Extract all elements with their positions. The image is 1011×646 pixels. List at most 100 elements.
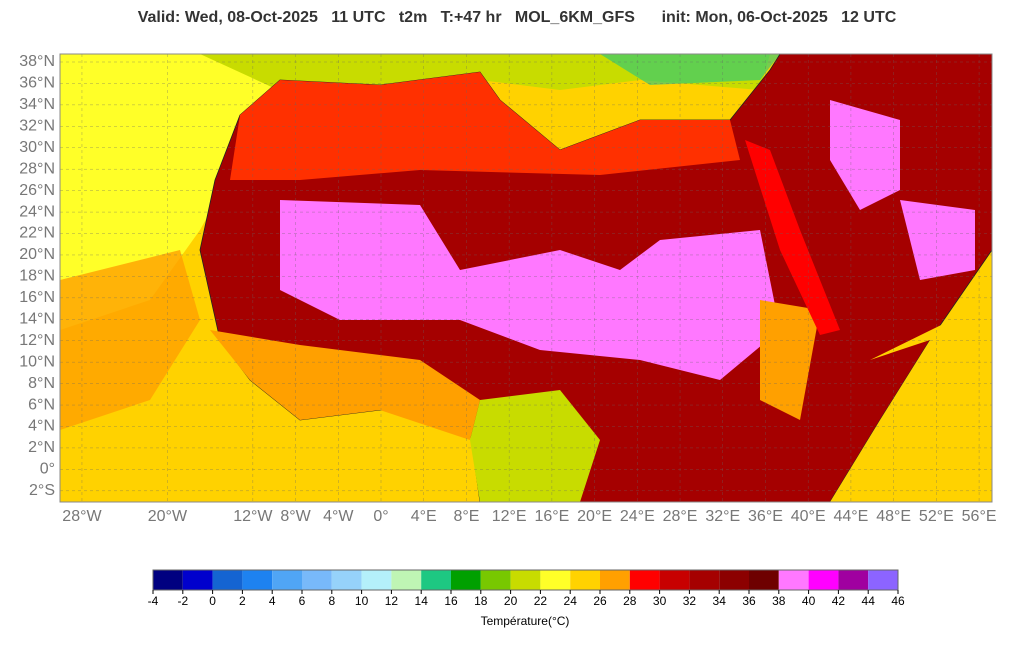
lon-label: 20°E [577,508,612,525]
sahel-hottest [280,200,780,380]
guinea-coast [210,330,480,440]
lat-label: 2°N [28,439,55,456]
lat-label: 10°N [19,353,55,370]
colorbar-swatch [391,570,422,590]
colorbar-tick-label: 26 [593,594,607,608]
lat-label: 28°N [19,160,55,177]
colorbar-tick-label: 22 [534,594,548,608]
congo [470,390,600,502]
map-field [60,54,992,502]
colorbar-tick-label: 40 [802,594,816,608]
colorbar-tick-label: -2 [177,594,188,608]
lat-label: 18°N [19,268,55,285]
lat-label: 36°N [19,75,55,92]
graticule: 38°N 36°N 34°N 32°N 30°N 28°N 26°N 24°N 22°N 20°N… [19,53,996,525]
red-sea [745,140,840,335]
colorbar-tick-label: 0 [209,594,216,608]
colorbar-tick-label: 46 [891,594,905,608]
colorbar-swatch [719,570,749,590]
colorbar-tick-label: 30 [653,594,667,608]
lon-label: 44°E [833,508,868,525]
lat-label: 22°N [19,225,55,242]
colorbar-tick-label: -4 [148,594,159,608]
lon-label: 8°W [280,508,311,525]
colorbar-tick-label: 6 [299,594,306,608]
colorbar-frame [152,569,899,591]
north-africa-warm [230,72,740,180]
lon-label: 16°E [534,508,569,525]
lon-label: 20°W [148,508,188,525]
colorbar-tick-label: 20 [504,594,518,608]
lat-label: 8°N [28,375,55,392]
colorbar-tick-label: 2 [239,594,246,608]
colorbar-swatch [421,570,451,590]
lon-label: 32°E [705,508,740,525]
colorbar-tick-label: 8 [328,594,335,608]
colorbar-swatch [510,570,541,590]
lat-label: 34°N [19,96,55,113]
lat-label: 26°N [19,182,55,199]
lat-label: 14°N [19,310,55,327]
lon-label: 40°E [791,508,826,525]
colorbar-tick-label: 36 [742,594,756,608]
lon-label: 0° [373,508,388,525]
colorbar-swatch [689,570,720,590]
colorbar-swatch [331,570,362,590]
indian-ocean [830,300,992,502]
lat-label: 20°N [19,246,55,263]
colorbar-tick-label: 32 [683,594,697,608]
lat-label: 6°N [28,396,55,413]
lon-label: 24°E [620,508,655,525]
lat-label: 16°N [19,289,55,306]
colorbar-swatch [302,570,332,590]
colorbar-swatch [629,570,660,590]
lon-label: 4°E [411,508,437,525]
rub-al-khali [900,200,975,280]
lon-label: 12°W [233,508,273,525]
ethiopia [760,300,820,420]
colorbar-tick-label: 12 [385,594,399,608]
colorbar-swatch [451,570,481,590]
lon-label: 12°E [492,508,527,525]
colorbar-tick-label: 44 [862,594,876,608]
lon-label: 4°W [323,508,354,525]
atlantic-warm [60,250,200,430]
lat-label: 0° [40,461,55,478]
lon-label: 8°E [453,508,479,525]
colorbar-swatch [659,570,690,590]
lon-label: 56°E [962,508,997,525]
lon-label: 28°E [663,508,698,525]
colorbar-tick-label: 10 [355,594,369,608]
lat-label: 24°N [19,203,55,220]
colorbar-tick-label: 18 [474,594,488,608]
colorbar-swatch [749,570,779,590]
lon-label: 48°E [876,508,911,525]
colorbar-swatch [212,570,243,590]
map-frame [59,53,993,503]
title: Valid: Wed, 08-Oct-2025 11 UTC t2m T:+47… [138,9,897,26]
colorbar-swatch [480,570,511,590]
colorbar-tick-label: 38 [772,594,786,608]
colorbar-tick-label: 14 [415,594,429,608]
lat-label: 30°N [19,139,55,156]
colorbar-tick-label: 4 [269,594,276,608]
colorbar-swatch [540,570,571,590]
lat-label: 12°N [19,332,55,349]
colorbar-swatch [153,570,183,590]
colorbar-tick-label: 24 [564,594,578,608]
lon-label: 28°W [62,508,102,525]
colorbar-swatch [182,570,213,590]
colorbar-swatch [242,570,273,590]
colorbar-swatch [272,570,302,590]
lon-label: 36°E [748,508,783,525]
colorbar-tick-label: 28 [623,594,637,608]
lat-label: 2°S [29,482,55,499]
lon-label: 52°E [919,508,954,525]
colorbar: -4 -2 0 2 4 6 8 10 12 14 16 18 20 22 24 26 28 30 32 34 36 38 4… [148,569,905,608]
colorbar-swatch [361,570,392,590]
colorbar-tick-label: 34 [713,594,727,608]
arabia-interior [830,100,900,210]
colorbar-swatch [600,570,630,590]
colorbar-tick-label: 42 [832,594,846,608]
